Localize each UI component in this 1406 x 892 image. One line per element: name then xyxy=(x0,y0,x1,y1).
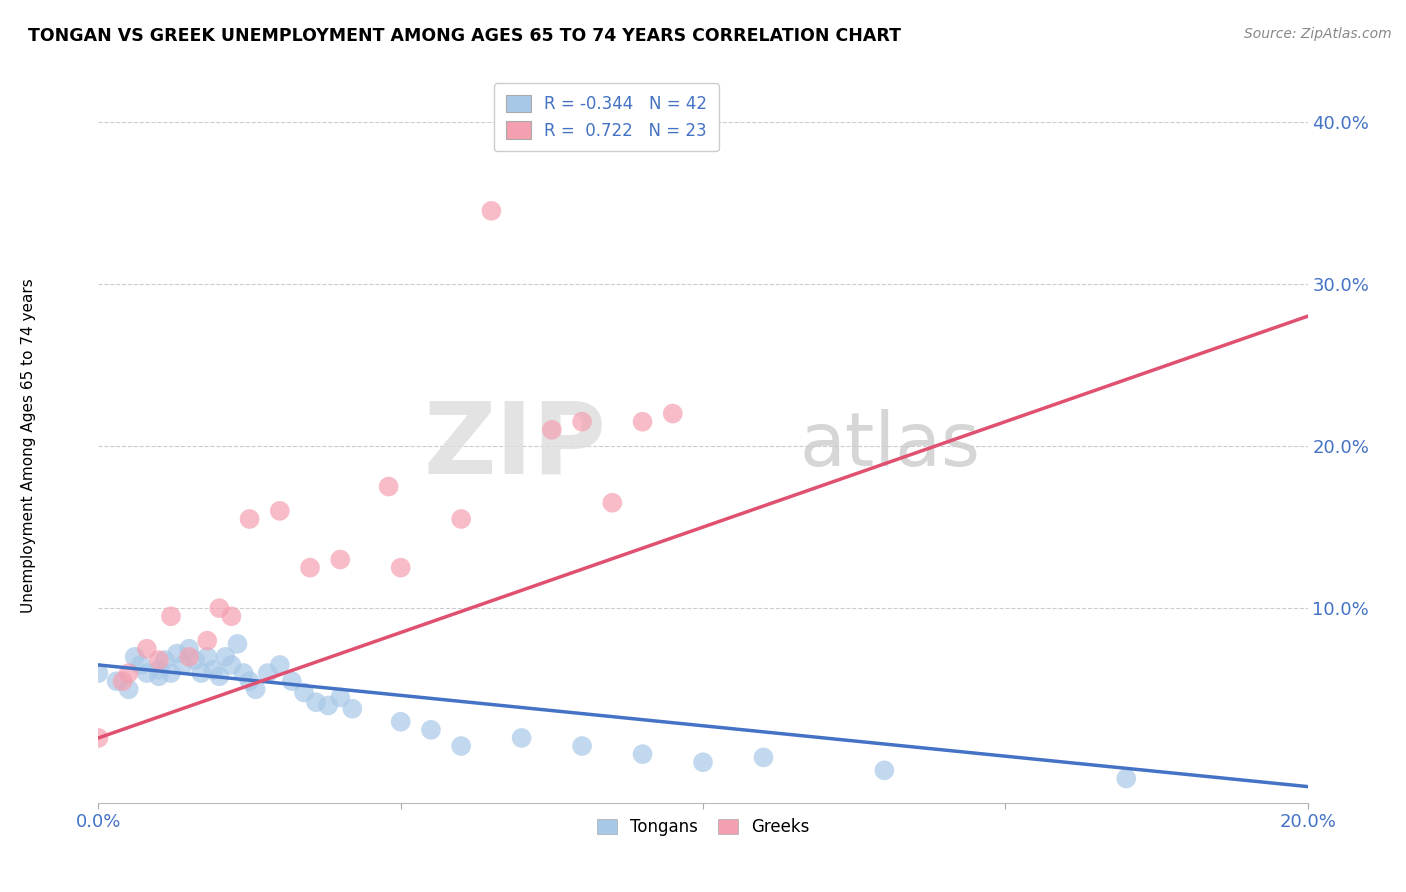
Point xyxy=(226,637,249,651)
Point xyxy=(160,666,183,681)
Text: Source: ZipAtlas.com: Source: ZipAtlas.com xyxy=(1244,27,1392,41)
Point xyxy=(389,560,412,574)
Point xyxy=(752,750,775,764)
Point xyxy=(245,682,267,697)
Point xyxy=(87,666,110,681)
Point xyxy=(135,666,157,681)
Point xyxy=(148,669,170,683)
Point xyxy=(571,415,593,429)
Point xyxy=(124,649,146,664)
Point xyxy=(692,756,714,770)
Point xyxy=(873,764,896,778)
Point xyxy=(87,731,110,745)
Point xyxy=(190,666,212,681)
Point xyxy=(118,666,141,681)
Point xyxy=(269,504,291,518)
Text: ZIP: ZIP xyxy=(423,398,606,494)
Point xyxy=(389,714,412,729)
Point xyxy=(118,682,141,697)
Point xyxy=(631,747,654,761)
Point xyxy=(160,609,183,624)
Point xyxy=(172,657,194,672)
Point xyxy=(281,674,304,689)
Point xyxy=(153,653,176,667)
Point xyxy=(269,657,291,672)
Point xyxy=(179,649,201,664)
Point xyxy=(481,203,503,218)
Point xyxy=(166,647,188,661)
Point xyxy=(148,663,170,677)
Point xyxy=(184,653,207,667)
Point xyxy=(450,512,472,526)
Point xyxy=(540,423,562,437)
Point xyxy=(208,601,231,615)
Point xyxy=(292,685,315,699)
Point xyxy=(1115,772,1137,786)
Point xyxy=(305,695,328,709)
Point xyxy=(202,663,225,677)
Point xyxy=(329,690,352,705)
Point xyxy=(450,739,472,753)
Text: atlas: atlas xyxy=(800,409,981,483)
Point xyxy=(631,415,654,429)
Point xyxy=(214,649,236,664)
Point xyxy=(111,674,134,689)
Point xyxy=(221,609,243,624)
Point xyxy=(148,653,170,667)
Legend: Tongans, Greeks: Tongans, Greeks xyxy=(588,810,818,845)
Point xyxy=(195,649,218,664)
Point xyxy=(256,666,278,681)
Point xyxy=(571,739,593,753)
Point xyxy=(105,674,128,689)
Point xyxy=(129,657,152,672)
Point xyxy=(221,657,243,672)
Point xyxy=(135,641,157,656)
Text: TONGAN VS GREEK UNEMPLOYMENT AMONG AGES 65 TO 74 YEARS CORRELATION CHART: TONGAN VS GREEK UNEMPLOYMENT AMONG AGES … xyxy=(28,27,901,45)
Point xyxy=(420,723,443,737)
Point xyxy=(208,669,231,683)
Point xyxy=(602,496,624,510)
Y-axis label: Unemployment Among Ages 65 to 74 years: Unemployment Among Ages 65 to 74 years xyxy=(21,278,37,614)
Point xyxy=(661,407,683,421)
Point xyxy=(239,512,262,526)
Point xyxy=(195,633,218,648)
Point xyxy=(510,731,533,745)
Point xyxy=(299,560,322,574)
Point xyxy=(377,479,399,493)
Point xyxy=(239,674,262,689)
Point xyxy=(232,666,254,681)
Point xyxy=(179,641,201,656)
Point xyxy=(316,698,339,713)
Point xyxy=(342,702,364,716)
Point xyxy=(329,552,352,566)
